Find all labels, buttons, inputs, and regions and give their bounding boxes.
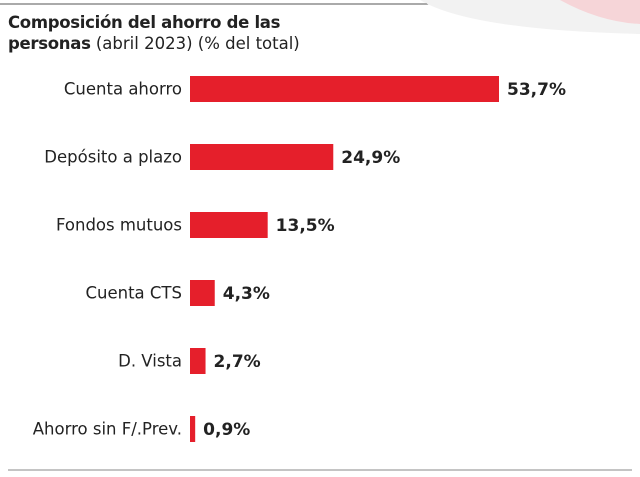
category-label: Depósito a plazo — [44, 148, 182, 167]
bar — [190, 416, 196, 442]
category-label: Ahorro sin F/.Prev. — [33, 420, 182, 439]
bar — [190, 280, 215, 306]
value-label: 24,9% — [341, 148, 400, 168]
value-label: 53,7% — [507, 80, 566, 100]
bar — [190, 76, 499, 102]
value-label: 13,5% — [276, 216, 335, 236]
category-label: Cuenta ahorro — [64, 80, 182, 99]
bar — [190, 212, 268, 238]
chart-subtitle: (abril 2023) (% del total) — [95, 34, 300, 53]
value-label: 0,9% — [203, 420, 250, 440]
chart-title: Composición del ahorro de las personas — [8, 13, 281, 53]
category-label: D. Vista — [118, 352, 182, 371]
title-block: Composición del ahorro de las personas (… — [8, 12, 308, 54]
category-label: Fondos mutuos — [56, 216, 182, 235]
value-label: 4,3% — [223, 284, 270, 304]
bar — [190, 144, 334, 170]
bar — [190, 348, 206, 374]
corner-decoration — [560, 0, 640, 24]
value-label: 2,7% — [214, 352, 261, 372]
category-label: Cuenta CTS — [86, 284, 183, 303]
